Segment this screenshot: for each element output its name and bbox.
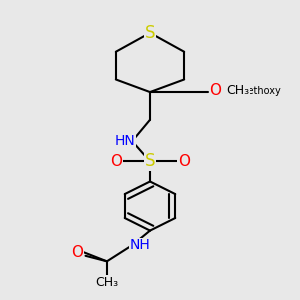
Text: O: O xyxy=(178,154,190,169)
Text: HN: HN xyxy=(114,134,135,148)
Text: CH₃: CH₃ xyxy=(95,276,119,289)
Text: O: O xyxy=(110,154,122,169)
Text: Methoxy: Methoxy xyxy=(239,86,281,96)
Text: S: S xyxy=(145,152,155,170)
Text: O: O xyxy=(209,83,221,98)
Text: S: S xyxy=(145,24,155,42)
Text: CH₃: CH₃ xyxy=(226,84,249,97)
Text: O: O xyxy=(71,244,83,260)
Text: NH: NH xyxy=(129,238,150,252)
